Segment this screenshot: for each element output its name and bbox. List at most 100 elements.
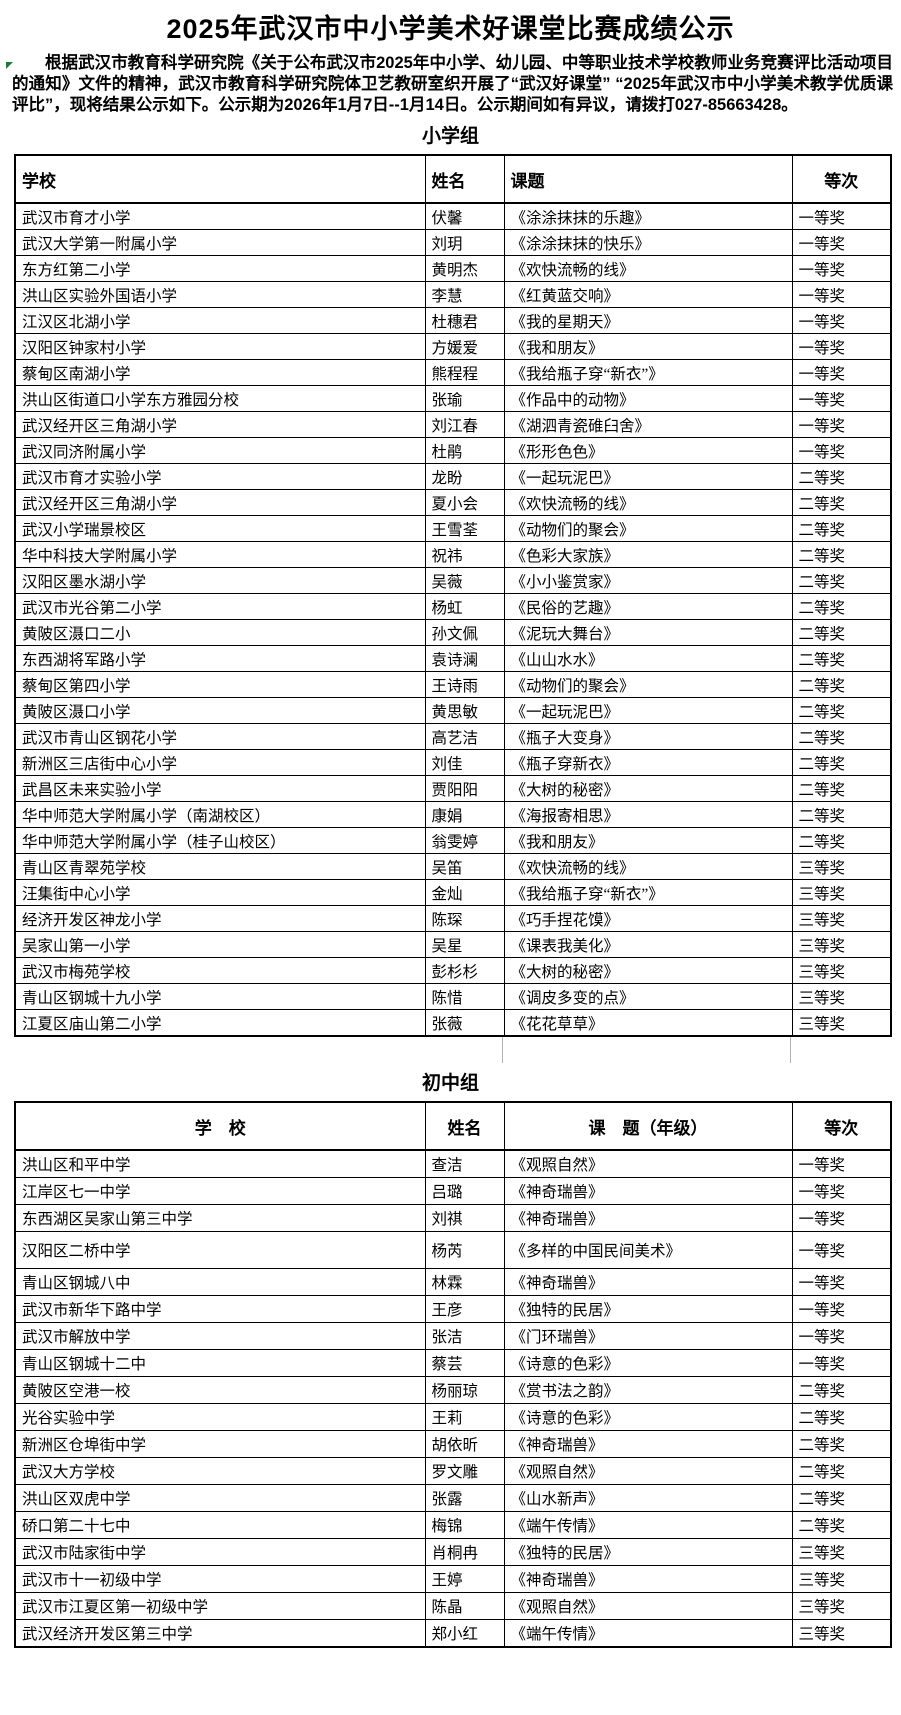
column-header: 等次 (791, 154, 892, 204)
award-cell: 二等奖 (791, 1457, 892, 1485)
primary-results-table: 学校 姓名 课题 等次 武汉市育才小学 伏馨 《涂涂抹抹的乐趣》 一等奖 武汉大学第一附属小学… (14, 154, 892, 1037)
header-row: 学校 姓名 课题 等次 (14, 154, 892, 204)
table-row: 黄陂区滠口二小 孙文佩 《泥玩大舞台》 二等奖 (14, 619, 892, 646)
topic-cell: 《山山水水》 (503, 645, 793, 672)
award-cell: 三等奖 (791, 931, 892, 958)
award-cell: 三等奖 (791, 853, 892, 880)
school-cell: 青山区钢城八中 (14, 1268, 426, 1296)
name-cell: 龙盼 (424, 463, 505, 490)
table-row: 江岸区七一中学 吕璐 《神奇瑞兽》 一等奖 (14, 1177, 892, 1205)
topic-cell: 《花花草草》 (503, 1009, 793, 1037)
award-cell: 二等奖 (791, 1376, 892, 1404)
name-cell: 杜穗君 (424, 307, 505, 334)
topic-cell: 《我和朋友》 (503, 333, 793, 360)
school-cell: 江夏区庙山第二小学 (14, 1009, 426, 1037)
award-cell: 二等奖 (791, 1511, 892, 1539)
school-cell: 光谷实验中学 (14, 1403, 426, 1431)
name-cell: 张瑜 (424, 385, 505, 412)
table-row: 武汉大方学校 罗文雕 《观照自然》 二等奖 (14, 1457, 892, 1485)
name-cell: 杨虹 (424, 593, 505, 620)
table-row: 武汉经开区三角湖小学 刘江春 《湖泗青瓷碓臼舍》 一等奖 (14, 411, 892, 438)
topic-cell: 《色彩大家族》 (503, 541, 793, 568)
award-cell: 二等奖 (791, 541, 892, 568)
table-row: 经济开发区神龙小学 陈琛 《巧手捏花馍》 三等奖 (14, 905, 892, 932)
award-cell: 一等奖 (791, 359, 892, 386)
table-row: 华中师范大学附属小学（南湖校区） 康娟 《海报寄相思》 二等奖 (14, 801, 892, 828)
topic-cell: 《红黄蓝交响》 (503, 281, 793, 308)
school-cell: 武汉市解放中学 (14, 1322, 426, 1350)
table-row: 武汉大学第一附属小学 刘玥 《涂涂抹抹的快乐》 一等奖 (14, 229, 892, 256)
topic-cell: 《瓶子大变身》 (503, 723, 793, 750)
name-cell: 王莉 (424, 1403, 505, 1431)
name-cell: 郑小红 (424, 1619, 505, 1648)
school-cell: 洪山区实验外国语小学 (14, 281, 426, 308)
name-cell: 杜鹃 (424, 437, 505, 464)
table-row: 武汉市育才实验小学 龙盼 《一起玩泥巴》 二等奖 (14, 463, 892, 490)
award-cell: 二等奖 (791, 775, 892, 802)
gridline (502, 1037, 503, 1063)
school-cell: 黄陂区空港一校 (14, 1376, 426, 1404)
school-cell: 武汉市育才小学 (14, 202, 426, 230)
table-row: 武汉经开区三角湖小学 夏小会 《欢快流畅的线》 二等奖 (14, 489, 892, 516)
name-cell: 张薇 (424, 1009, 505, 1037)
award-cell: 二等奖 (791, 489, 892, 516)
school-cell: 武汉市陆家街中学 (14, 1538, 426, 1566)
name-cell: 杨丽琼 (424, 1376, 505, 1404)
table-row: 武汉小学瑞景校区 王雪荃 《动物们的聚会》 二等奖 (14, 515, 892, 542)
school-cell: 汉阳区钟家村小学 (14, 333, 426, 360)
topic-cell: 《观照自然》 (503, 1592, 793, 1620)
award-cell: 二等奖 (791, 1484, 892, 1512)
name-cell: 黄明杰 (424, 255, 505, 282)
school-cell: 新洲区三店街中心小学 (14, 749, 426, 776)
school-cell: 华中师范大学附属小学（桂子山校区） (14, 827, 426, 854)
topic-cell: 《课表我美化》 (503, 931, 793, 958)
name-cell: 方媛爱 (424, 333, 505, 360)
school-cell: 江岸区七一中学 (14, 1177, 426, 1205)
school-cell: 武汉同济附属小学 (14, 437, 426, 464)
name-cell: 肖桐冉 (424, 1538, 505, 1566)
table-row: 武汉市新华下路中学 王彦 《独特的民居》 一等奖 (14, 1295, 892, 1323)
name-cell: 刘佳 (424, 749, 505, 776)
school-cell: 东方红第二小学 (14, 255, 426, 282)
table-row: 黄陂区滠口小学 黄思敏 《一起玩泥巴》 二等奖 (14, 697, 892, 724)
topic-cell: 《独特的民居》 (503, 1538, 793, 1566)
topic-cell: 《神奇瑞兽》 (503, 1268, 793, 1296)
school-cell: 武汉小学瑞景校区 (14, 515, 426, 542)
topic-cell: 《形形色色》 (503, 437, 793, 464)
award-cell: 三等奖 (791, 879, 892, 906)
school-cell: 洪山区和平中学 (14, 1149, 426, 1178)
award-cell: 二等奖 (791, 671, 892, 698)
topic-cell: 《瓶子穿新衣》 (503, 749, 793, 776)
intro-paragraph: 根据武汉市教育科学研究院《关于公布武汉市2025年中小学、幼儿园、中等职业技术学… (12, 54, 893, 114)
header-row: 学 校姓名课 题（年级） 等次 (14, 1101, 892, 1151)
name-cell: 陈惜 (424, 983, 505, 1010)
school-cell: 蔡甸区南湖小学 (14, 359, 426, 386)
name-cell: 伏馨 (424, 202, 505, 230)
table-row: 江汉区北湖小学 杜穗君 《我的星期天》 一等奖 (14, 307, 892, 334)
school-cell: 华中师范大学附属小学（南湖校区） (14, 801, 426, 828)
name-cell: 夏小会 (424, 489, 505, 516)
table-row: 东西湖将军路小学 袁诗澜 《山山水水》 二等奖 (14, 645, 892, 672)
award-cell: 一等奖 (791, 411, 892, 438)
school-cell: 武汉大学第一附属小学 (14, 229, 426, 256)
award-cell: 三等奖 (791, 1619, 892, 1648)
table-row: 洪山区和平中学 查洁 《观照自然》 一等奖 (14, 1149, 892, 1178)
school-cell: 武汉市青山区钢花小学 (14, 723, 426, 750)
table-row: 武汉市解放中学 张洁 《门环瑞兽》 一等奖 (14, 1322, 892, 1350)
name-cell: 蔡芸 (424, 1349, 505, 1377)
column-header: 学 校 (14, 1101, 426, 1151)
column-header: 等次 (791, 1101, 892, 1151)
table-row: 武汉市陆家街中学 肖桐冉 《独特的民居》 三等奖 (14, 1538, 892, 1566)
name-cell: 吕璐 (424, 1177, 505, 1205)
topic-cell: 《观照自然》 (503, 1457, 793, 1485)
table-row: 武汉市光谷第二小学 杨虹 《民俗的艺趣》 二等奖 (14, 593, 892, 620)
award-cell: 一等奖 (791, 1204, 892, 1232)
topic-cell: 《涂涂抹抹的乐趣》 (503, 202, 793, 230)
table-row: 武汉市江夏区第一初级中学 陈晶 《观照自然》 三等奖 (14, 1592, 892, 1620)
award-cell: 一等奖 (791, 1268, 892, 1296)
name-cell: 梅锦 (424, 1511, 505, 1539)
table-row: 武汉市育才小学 伏馨 《涂涂抹抹的乐趣》 一等奖 (14, 202, 892, 230)
name-cell: 查洁 (424, 1149, 505, 1178)
award-cell: 一等奖 (791, 333, 892, 360)
name-cell: 杨芮 (424, 1231, 505, 1269)
